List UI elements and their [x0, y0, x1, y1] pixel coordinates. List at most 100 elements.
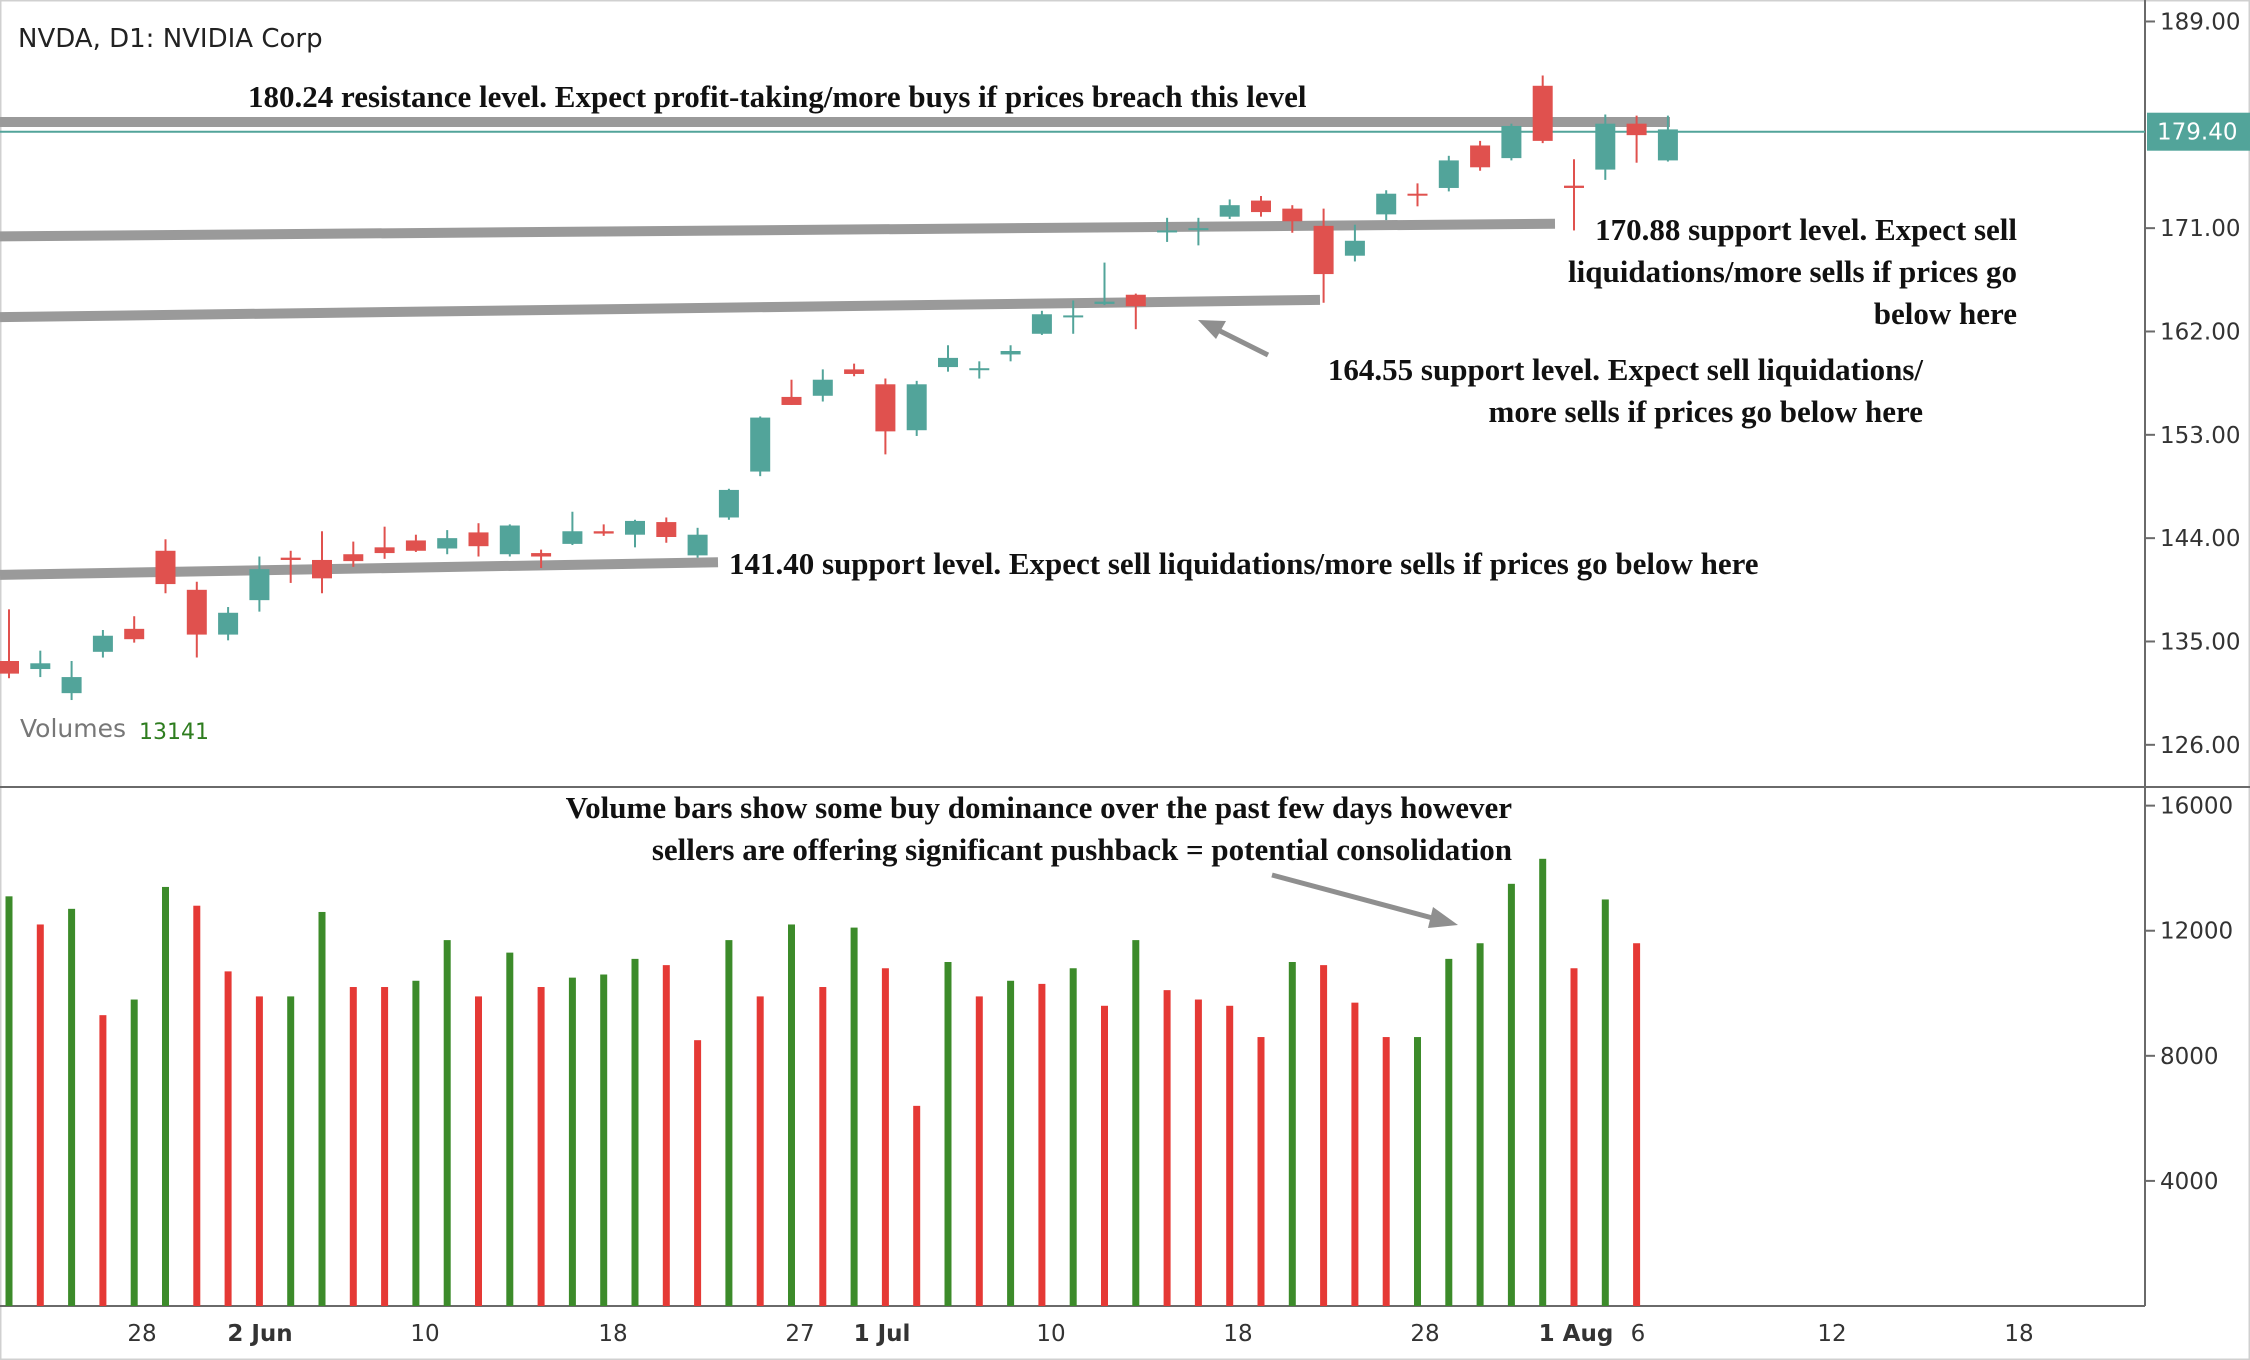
volume-bar [1476, 943, 1484, 1306]
candle [280, 550, 301, 583]
volume-bar [944, 962, 952, 1306]
candle [1063, 300, 1084, 334]
candle [155, 539, 176, 594]
candle [1657, 115, 1678, 162]
volume-bar [1570, 968, 1578, 1306]
candle [468, 523, 489, 557]
volume-bar [537, 987, 545, 1306]
candle-body [1501, 125, 1522, 159]
volume-bar [5, 896, 13, 1306]
price-tick-label: 126.00 [2160, 733, 2240, 759]
volume-bar [287, 996, 295, 1306]
candle-body [405, 540, 426, 551]
volume-bar [412, 980, 420, 1306]
candle-body [781, 396, 802, 405]
volume-bar [975, 996, 983, 1306]
candle-body [875, 384, 896, 432]
candle-body [969, 368, 990, 371]
candle-body [1282, 208, 1303, 222]
candle [249, 556, 270, 612]
candle [1376, 190, 1397, 221]
candle [30, 650, 51, 678]
candle [1313, 208, 1334, 303]
price-tick-label: 144.00 [2160, 526, 2240, 552]
candle [1282, 205, 1303, 233]
volume-bar [349, 987, 357, 1306]
volume-bar [1038, 983, 1046, 1306]
annotation-support-170-line2: liquidations/more sells if prices go [1568, 254, 2017, 289]
candle-body [124, 628, 145, 640]
date-tick-label: 18 [2004, 1321, 2033, 1347]
annotation-resistance: 180.24 resistance level. Expect profit-t… [248, 79, 1307, 114]
candle-body [468, 532, 489, 547]
volume-bar [36, 924, 44, 1306]
annotation-support-170-line1: 170.88 support level. Expect sell [1595, 212, 2017, 247]
candle-body [1000, 351, 1021, 355]
volume-bar [1414, 1037, 1421, 1306]
candle-body [499, 525, 520, 555]
candle-body [0, 661, 19, 674]
volume-bar [1069, 968, 1077, 1306]
candle-body [374, 547, 395, 554]
date-tick-label: 10 [1036, 1321, 1065, 1347]
candle-body [437, 538, 458, 549]
candles [0, 75, 1678, 701]
candle [1438, 155, 1459, 192]
candle [218, 607, 239, 641]
volume-bar [694, 1040, 702, 1306]
candle [374, 526, 395, 559]
volume-bar [475, 996, 482, 1306]
volume-bar [1507, 883, 1515, 1306]
volume-bar [1101, 1005, 1108, 1306]
volume-bar [1539, 858, 1547, 1306]
volume-bar [662, 965, 670, 1306]
candle [0, 609, 19, 679]
volume-bar [1194, 999, 1202, 1306]
volume-bar [568, 977, 576, 1306]
volume-bar [1445, 958, 1453, 1306]
candle-body [30, 663, 51, 670]
candle [1219, 199, 1240, 219]
candle-body [1063, 315, 1084, 318]
volume-bar [913, 1105, 921, 1306]
candle [781, 379, 802, 405]
annotation-support-170-line3: below here [1874, 296, 2017, 331]
candle-body [186, 589, 207, 635]
volume-bar [1007, 980, 1015, 1306]
volume-indicator-value: 13141 [139, 720, 209, 745]
volume-bar [130, 999, 138, 1306]
candle [906, 380, 927, 436]
volume-bars [5, 858, 1641, 1306]
volume-bar [318, 911, 326, 1306]
date-tick-label: 28 [127, 1321, 156, 1347]
candle-body [1219, 205, 1240, 217]
candle [1000, 345, 1021, 362]
volume-bar [1163, 990, 1171, 1306]
volume-bar [381, 987, 389, 1306]
candle-body [312, 559, 332, 579]
volume-bar [1633, 943, 1641, 1306]
volume-bar [162, 886, 169, 1306]
candle [124, 616, 145, 643]
date-tick-label: 27 [785, 1321, 814, 1347]
candle-body [1251, 200, 1271, 213]
candle [312, 531, 332, 594]
candle [92, 630, 113, 658]
candle [1344, 224, 1365, 262]
volume-bar [600, 974, 608, 1306]
candle [875, 378, 896, 455]
date-tick-label: 18 [1223, 1321, 1252, 1347]
volume-bar [255, 996, 263, 1306]
candle-body [343, 554, 364, 562]
volume-tick-label: 16000 [2160, 794, 2233, 820]
volume-bar [1226, 1005, 1234, 1306]
date-tick-label: 28 [1410, 1321, 1439, 1347]
candle-body [249, 569, 270, 601]
annotation-support-141: 141.40 support level. Expect sell liquid… [729, 546, 1759, 581]
candle-body [1407, 193, 1428, 196]
candle [625, 519, 645, 548]
volume-bar [506, 952, 514, 1306]
level-line-141.4 [0, 557, 719, 580]
candle-body [1125, 294, 1146, 307]
